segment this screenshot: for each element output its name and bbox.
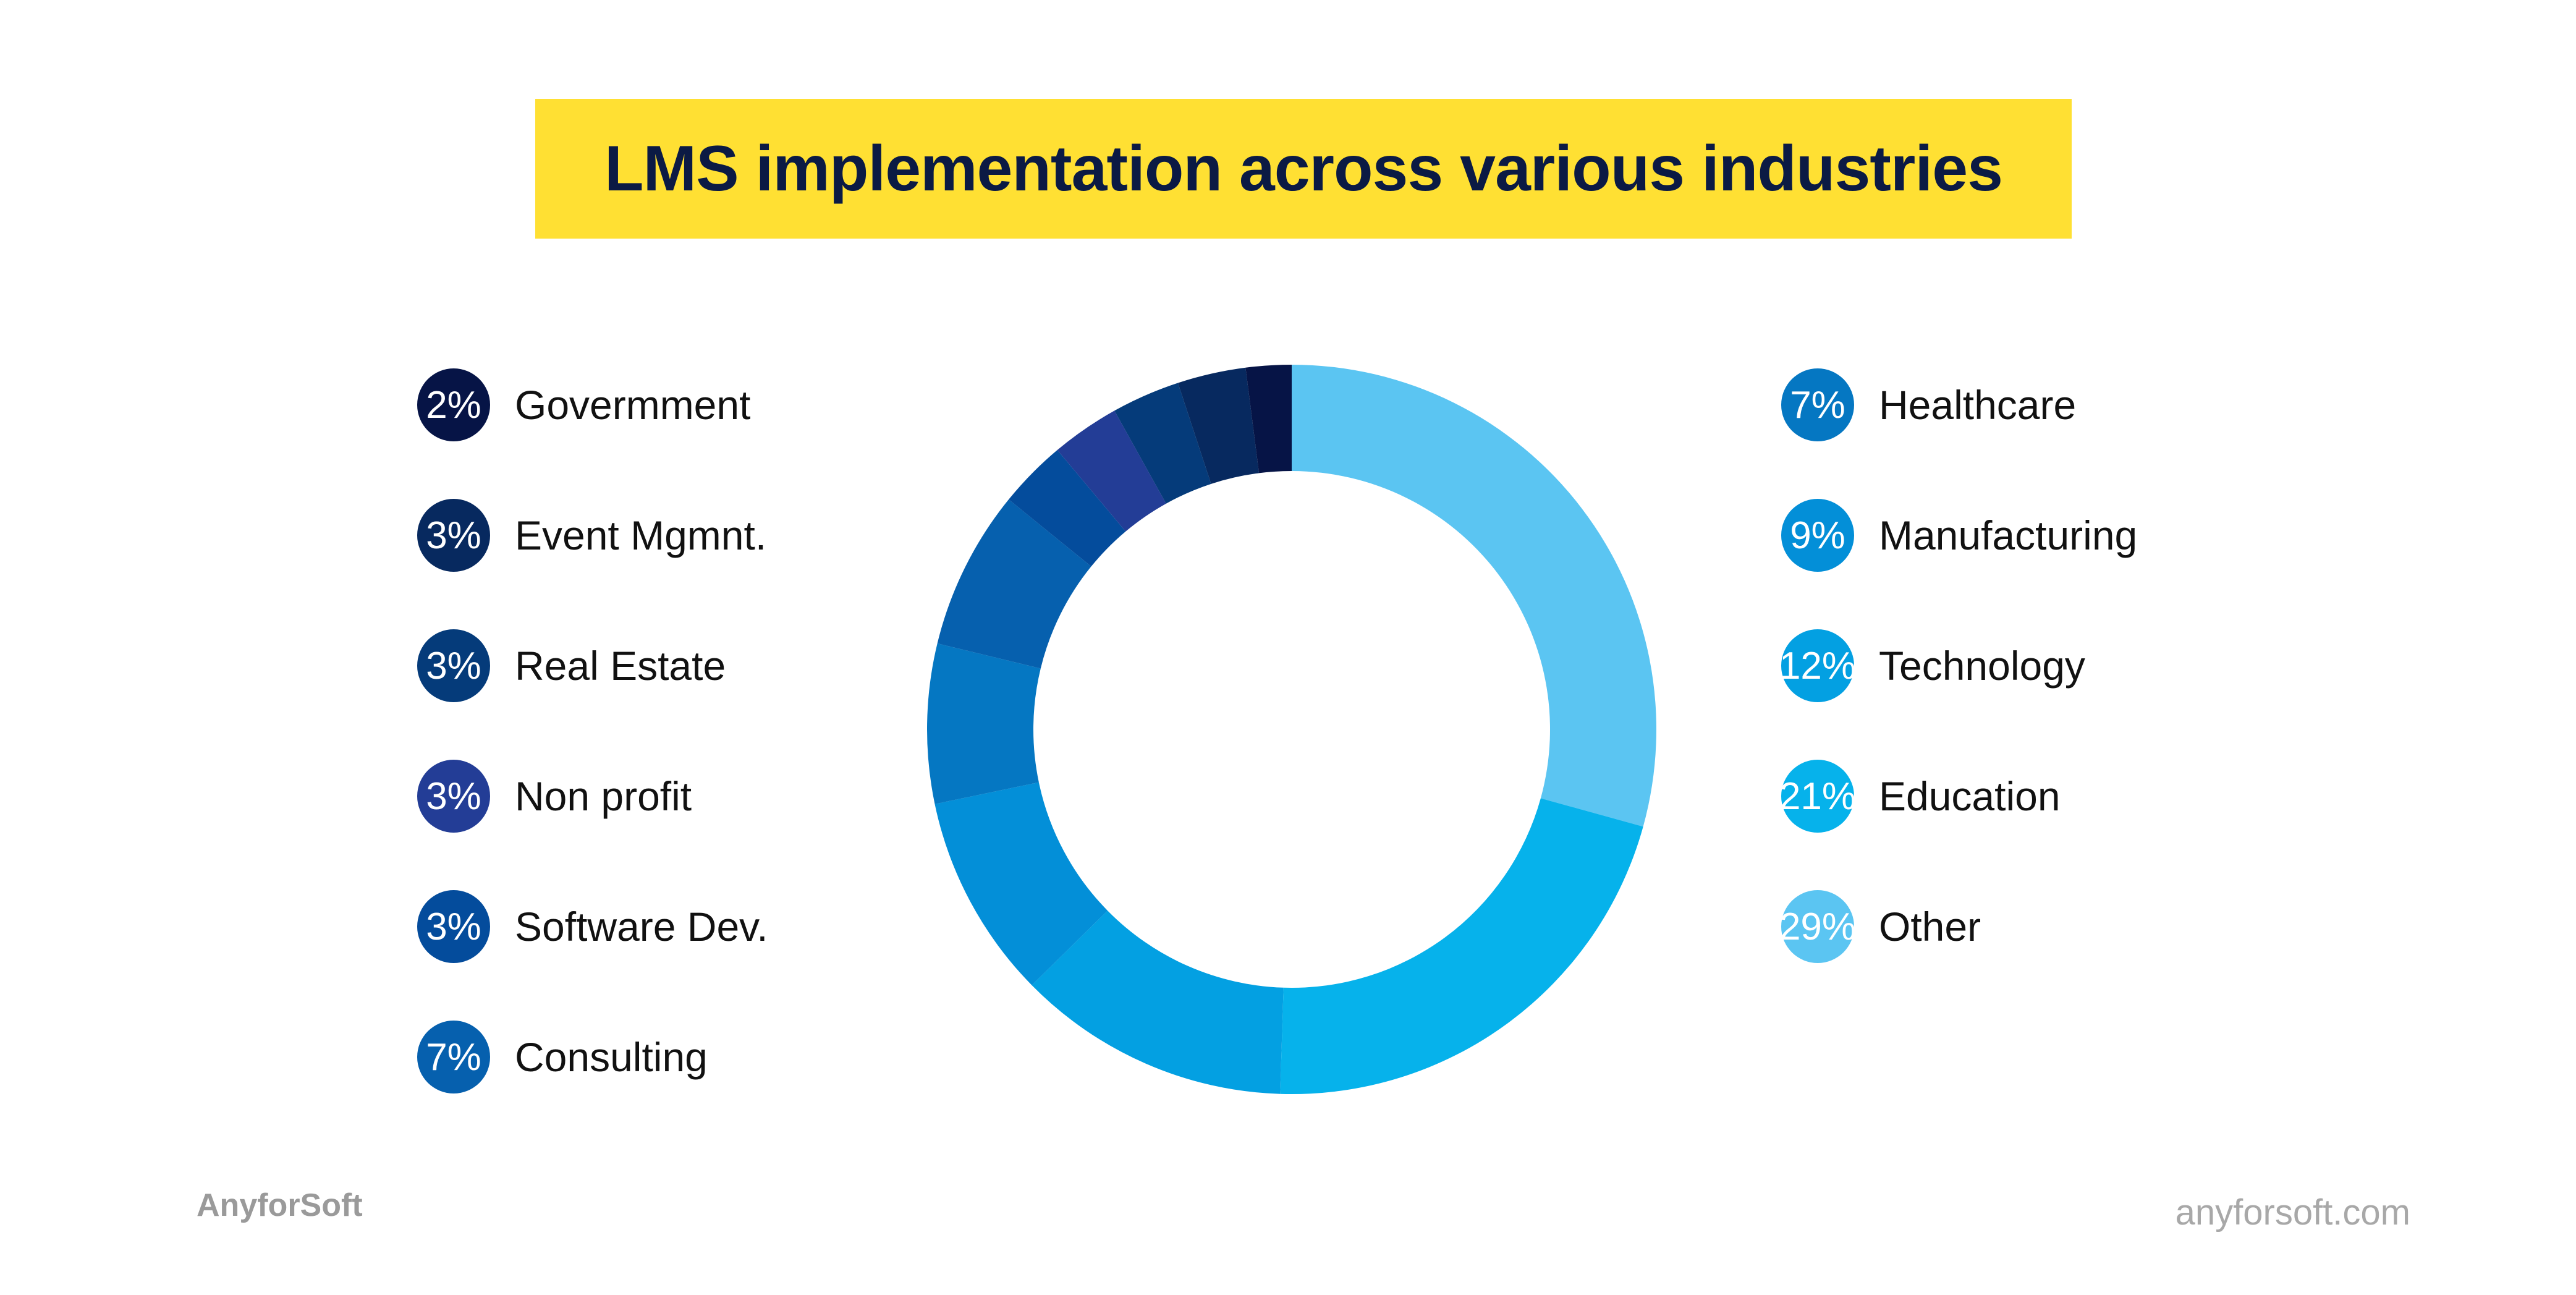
donut-slice-event-mgmnt bbox=[1177, 367, 1260, 484]
legend-item: 9% Manufacturing bbox=[1781, 495, 2137, 575]
legend-label: Non profit bbox=[515, 773, 692, 819]
legend-label: Healthcare bbox=[1879, 382, 2077, 428]
legend-percent-badge: 3% bbox=[417, 499, 490, 572]
donut-slice-real-estate bbox=[1114, 383, 1211, 504]
legend-label: Consulting bbox=[515, 1034, 708, 1080]
legend-item: 7% Consulting bbox=[417, 1017, 708, 1097]
legend-item: 3% Software Dev. bbox=[417, 886, 768, 967]
donut-slice-technology bbox=[1032, 911, 1284, 1094]
legend-item: 29% Other bbox=[1779, 886, 1981, 967]
legend-item: 3% Event Mgmnt. bbox=[417, 495, 766, 575]
legend-item: 2% Govermment bbox=[417, 365, 750, 445]
legend-percent-badge: 2% bbox=[417, 368, 490, 441]
donut-slice-other bbox=[1292, 365, 1656, 827]
chart-title: LMS implementation across various indust… bbox=[604, 132, 2003, 205]
legend-label: Event Mgmnt. bbox=[515, 512, 767, 558]
legend-percent-badge: 7% bbox=[417, 1021, 490, 1093]
legend-percent-badge: 3% bbox=[417, 629, 490, 702]
legend-label: Software Dev. bbox=[515, 904, 768, 949]
donut-chart bbox=[927, 365, 1656, 1094]
title-banner: LMS implementation across various indust… bbox=[535, 99, 2072, 239]
donut-slice-consulting bbox=[937, 499, 1091, 669]
legend-label: Education bbox=[1879, 773, 2061, 819]
legend-label: Govermment bbox=[515, 382, 751, 428]
legend-label: Manufacturing bbox=[1879, 512, 2138, 558]
legend-percent-badge: 3% bbox=[417, 890, 490, 963]
legend-item: 3% Non profit bbox=[417, 756, 692, 836]
donut-slice-software-dev bbox=[1009, 450, 1126, 567]
legend-label: Real Estate bbox=[515, 643, 726, 689]
legend-percent-badge: 21% bbox=[1779, 760, 1856, 833]
donut-slice-education bbox=[1280, 798, 1643, 1094]
legend-percent-badge: 3% bbox=[417, 760, 490, 833]
legend-item: 3% Real Estate bbox=[417, 626, 726, 706]
legend-item: 7% Healthcare bbox=[1781, 365, 2076, 445]
donut-slice-manufacturing bbox=[934, 782, 1108, 985]
donut-slice-non-profit bbox=[1057, 410, 1166, 532]
legend-label: Other bbox=[1879, 904, 1981, 949]
legend-item: 12% Technology bbox=[1779, 626, 2085, 706]
legend-percent-badge: 29% bbox=[1779, 890, 1856, 963]
brand-url: anyforsoft.com bbox=[2175, 1192, 2410, 1233]
donut-slice-healthcare bbox=[927, 643, 1041, 804]
legend-item: 21% Education bbox=[1779, 756, 2061, 836]
donut-slice-govermment bbox=[1245, 365, 1292, 473]
legend-percent-badge: 12% bbox=[1779, 629, 1856, 702]
legend-label: Technology bbox=[1879, 643, 2085, 689]
legend-percent-badge: 7% bbox=[1781, 368, 1854, 441]
brand-logo-text: AnyforSoft bbox=[197, 1187, 363, 1223]
legend-percent-badge: 9% bbox=[1781, 499, 1854, 572]
